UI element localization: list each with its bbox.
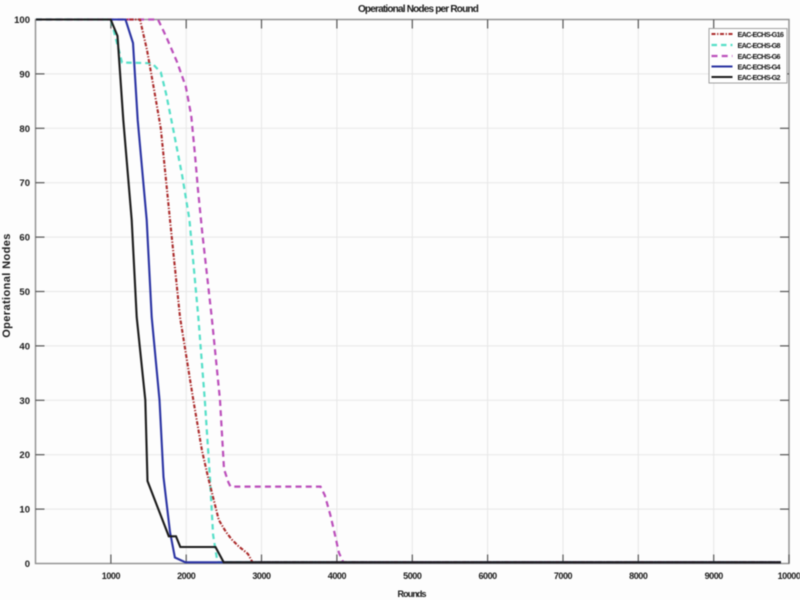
svg-text:EAC-ECHS-G2: EAC-ECHS-G2 [738,73,781,82]
svg-text:40: 40 [19,341,30,352]
svg-text:100: 100 [14,15,30,26]
svg-text:10000: 10000 [778,571,800,581]
svg-text:Rounds: Rounds [398,589,427,599]
svg-text:2000: 2000 [177,571,196,581]
svg-text:6000: 6000 [478,571,497,581]
svg-text:1000: 1000 [102,571,121,581]
svg-text:5000: 5000 [403,571,422,581]
svg-text:60: 60 [19,233,30,244]
svg-text:9000: 9000 [705,571,724,581]
svg-text:20: 20 [19,450,30,461]
svg-text:30: 30 [19,396,30,407]
svg-text:EAC-ECHS-G6: EAC-ECHS-G6 [738,52,781,61]
svg-text:EAC-ECHS-G8: EAC-ECHS-G8 [738,41,781,50]
svg-text:EAC-ECHS-G4: EAC-ECHS-G4 [738,63,781,72]
svg-text:3000: 3000 [252,571,271,581]
svg-text:10: 10 [19,505,30,516]
svg-text:70: 70 [19,178,30,189]
svg-text:90: 90 [19,69,30,80]
svg-text:7000: 7000 [554,571,573,581]
svg-text:4000: 4000 [328,571,347,581]
svg-text:0: 0 [25,559,30,570]
svg-text:80: 80 [19,124,30,135]
svg-text:Operational Nodes: Operational Nodes [1,233,13,338]
svg-text:Operational Nodes per Round: Operational Nodes per Round [358,4,479,15]
svg-text:EAC-ECHS-G16: EAC-ECHS-G16 [738,30,784,39]
svg-text:50: 50 [19,287,30,298]
svg-text:8000: 8000 [629,571,648,581]
